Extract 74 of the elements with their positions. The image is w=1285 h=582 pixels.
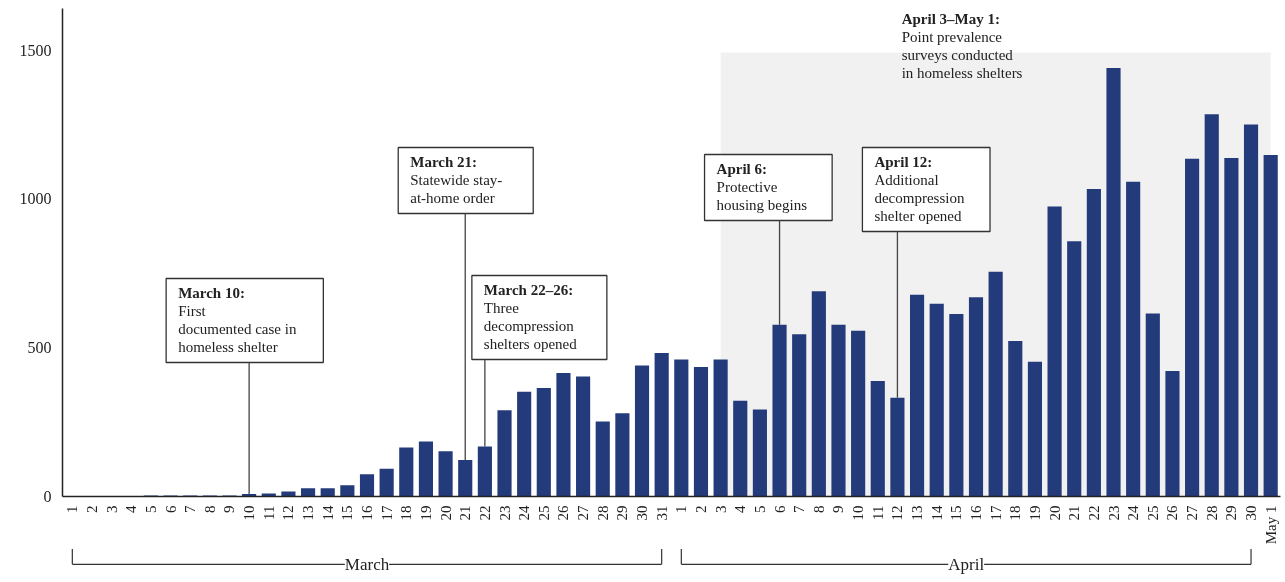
x-tick-label: 25 (535, 505, 552, 521)
x-tick-label: 26 (1164, 505, 1181, 521)
x-tick-label: 29 (614, 505, 631, 521)
x-tick-label: 11 (260, 505, 277, 520)
y-tick-label: 1500 (19, 41, 52, 59)
x-tick-label: 14 (928, 505, 945, 521)
x-tick-label: 11 (869, 505, 886, 520)
x-tick-label: 2 (692, 505, 709, 513)
x-tick-label: 14 (319, 505, 336, 521)
x-tick-label: 27 (1184, 505, 1201, 521)
x-tick-label: 1 (673, 505, 690, 513)
annotation: March 22–26: Three decompression shelters opened (483, 281, 578, 352)
x-tick-label: 21 (1066, 505, 1083, 521)
x-tick-label: 20 (437, 505, 454, 521)
x-tick-label: 27 (575, 505, 592, 521)
x-tick-label: 17 (987, 505, 1004, 521)
x-tick-label: 12 (889, 505, 906, 521)
x-tick-label: 10 (241, 505, 258, 521)
x-tick-label: 19 (417, 505, 434, 521)
x-tick-label: 13 (300, 505, 317, 521)
x-tick-label: 12 (280, 505, 297, 521)
x-tick-label: 29 (1223, 505, 1240, 521)
x-tick-label: 22 (476, 505, 493, 521)
x-tick-label: 10 (850, 505, 867, 521)
x-tick-label: 6 (771, 505, 788, 513)
x-tick-label: 25 (1144, 505, 1161, 521)
x-tick-label: 22 (1085, 505, 1102, 521)
x-tick-label: 4 (732, 505, 749, 513)
x-tick-label: 3 (712, 505, 729, 513)
x-tick-label: 23 (1105, 505, 1122, 521)
x-tick-label: May 1 (1262, 505, 1279, 545)
annotation: April 12: Additional decompression shelter opened (874, 153, 965, 224)
x-tick-label: 5 (142, 505, 159, 513)
x-tick-label: 24 (516, 505, 533, 521)
x-tick-label: 16 (359, 505, 375, 521)
x-tick-label: 17 (378, 505, 395, 521)
y-tick-label: 500 (27, 339, 52, 357)
x-tick-label: 24 (1125, 505, 1142, 521)
x-tick-label: 19 (1026, 505, 1043, 521)
x-tick-label: 30 (1243, 505, 1260, 521)
x-tick-label: 30 (634, 505, 651, 521)
annotation: April 6: Protective housing begins (716, 160, 808, 213)
x-tick-label: 31 (653, 505, 670, 521)
text: April (948, 554, 985, 574)
x-tick-label: 2 (83, 505, 100, 513)
x-tick-label: 8 (201, 505, 218, 513)
band-label: April 3–May 1: Point prevalence surveys conducted in homeless shelters (901, 10, 1023, 81)
x-tick-label: 20 (1046, 505, 1063, 521)
x-tick-label: 9 (221, 505, 238, 513)
x-tick-label: 28 (1203, 505, 1220, 521)
x-tick-label: 3 (103, 505, 120, 513)
annotation: March 21: Statewide stay- at-home order (410, 153, 503, 206)
x-tick-label: 5 (751, 505, 768, 513)
x-tick-label: 26 (555, 505, 572, 521)
x-tick-label: 9 (830, 505, 847, 513)
y-tick-label: 1000 (19, 190, 52, 208)
y-tick-label: 0 (43, 488, 52, 505)
x-tick-label: 18 (1007, 505, 1024, 521)
x-tick-label: 21 (457, 505, 474, 521)
x-tick-label: 4 (123, 505, 140, 513)
x-tick-label: 16 (968, 505, 984, 521)
x-tick-label: 15 (339, 505, 356, 521)
text: March (344, 554, 390, 574)
x-tick-label: 8 (810, 505, 827, 513)
x-tick-label: 23 (496, 505, 513, 521)
x-tick-label: 7 (791, 505, 808, 513)
x-tick-label: 1 (64, 505, 81, 513)
x-tick-label: 28 (594, 505, 611, 521)
x-tick-label: 15 (948, 505, 965, 521)
x-tick-label: 13 (909, 505, 926, 521)
annotation: March 10: First documented case in homeless shelter (178, 284, 297, 355)
x-tick-label: 18 (398, 505, 415, 521)
x-tick-label: 6 (162, 505, 179, 513)
x-tick-label: 7 (182, 505, 199, 513)
